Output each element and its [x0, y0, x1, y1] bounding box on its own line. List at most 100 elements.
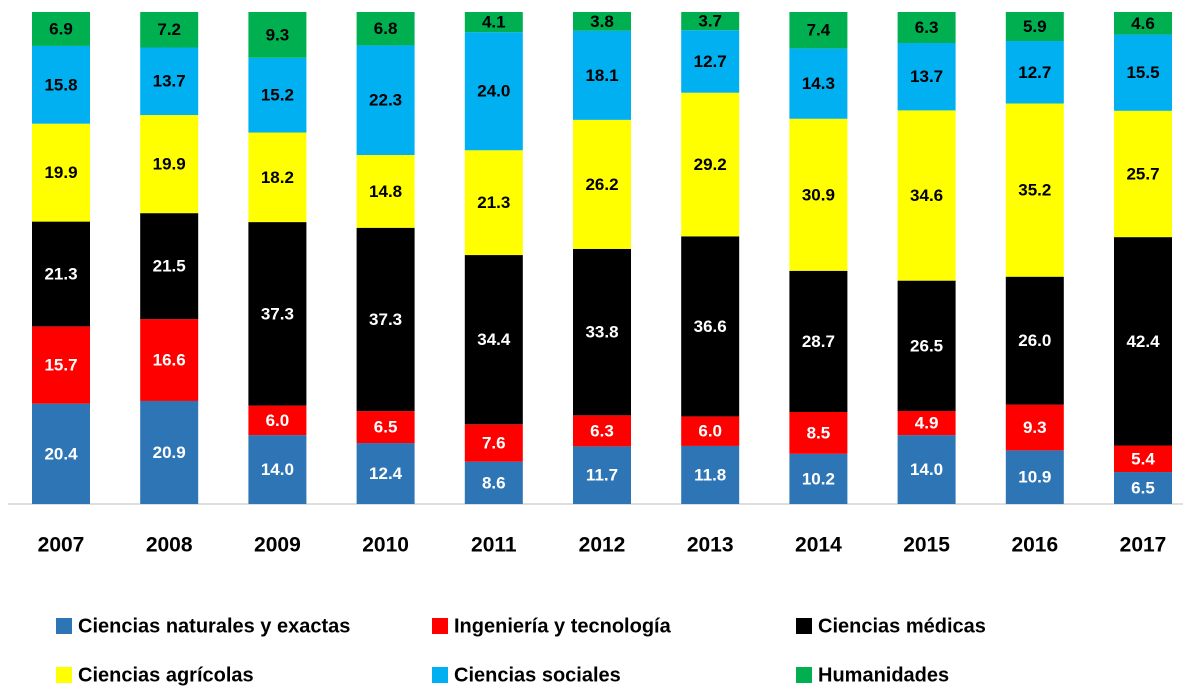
bar-segment	[248, 132, 307, 223]
bar-segment	[681, 416, 740, 446]
bar-segment	[897, 280, 956, 412]
value-label: 8.5	[807, 423, 831, 442]
legend-label: Ingeniería y tecnología	[454, 615, 672, 637]
legend-swatch	[56, 618, 72, 634]
value-label: 26.2	[585, 175, 618, 194]
bar-segment	[248, 12, 307, 58]
value-label: 6.0	[266, 411, 290, 430]
bar-segment	[464, 32, 523, 151]
value-label: 4.1	[482, 13, 506, 32]
x-tick-label: 2009	[254, 534, 301, 557]
x-tick-label: 2012	[579, 534, 626, 557]
bar-segment	[140, 319, 199, 401]
value-label: 9.3	[266, 25, 290, 44]
x-tick-label: 2013	[687, 534, 734, 557]
bar-segment	[681, 92, 740, 237]
bar-segment	[789, 411, 848, 454]
bar-segment	[1114, 445, 1172, 473]
value-label: 37.3	[369, 310, 402, 329]
bar-segment	[681, 30, 740, 93]
bar-segment	[464, 12, 523, 33]
value-label: 25.7	[1126, 164, 1159, 183]
bar-segment	[140, 12, 199, 48]
bar-segment	[32, 326, 90, 404]
value-label: 21.3	[44, 264, 77, 283]
legend-swatch	[432, 618, 448, 634]
bar-segment	[1005, 276, 1064, 405]
value-label: 34.4	[477, 330, 511, 349]
value-label: 16.6	[153, 351, 186, 370]
bar-segment	[789, 12, 848, 49]
value-label: 28.7	[802, 332, 835, 351]
value-label: 5.9	[1023, 17, 1047, 36]
legend-label: Humanidades	[818, 664, 949, 686]
value-label: 36.6	[694, 317, 727, 336]
bar-segment	[789, 48, 848, 119]
legend-label: Ciencias sociales	[454, 664, 621, 686]
x-tick-label: 2008	[146, 534, 193, 557]
legend-label: Ciencias agrícolas	[78, 664, 254, 686]
bar-segment	[573, 446, 631, 504]
bar-segment	[573, 119, 631, 249]
value-label: 20.4	[44, 444, 78, 463]
x-tick-label: 2007	[38, 534, 85, 557]
value-label: 7.6	[482, 433, 506, 452]
legend-swatch	[432, 667, 448, 683]
bar-segment	[464, 150, 523, 256]
bar-segment	[681, 12, 740, 31]
value-label: 10.2	[802, 469, 835, 488]
bar-segment	[248, 57, 307, 133]
bar-segment	[464, 424, 523, 462]
value-label: 7.4	[807, 21, 831, 40]
value-label: 8.6	[482, 473, 506, 492]
value-label: 37.3	[261, 304, 294, 323]
bar-segment	[897, 12, 956, 43]
bar-segment	[32, 45, 90, 124]
bar-segment	[356, 227, 415, 412]
bar-segment	[248, 222, 307, 406]
bar-segment	[897, 411, 956, 436]
value-label: 18.1	[585, 66, 618, 85]
bar-segment	[897, 110, 956, 281]
value-label: 15.5	[1126, 63, 1159, 82]
bar-segment	[681, 236, 740, 417]
value-label: 11.7	[586, 466, 618, 485]
bar-segment	[573, 30, 631, 120]
bar-segment	[356, 45, 415, 156]
bar-segment	[1005, 12, 1064, 42]
bar-segment	[897, 435, 956, 504]
x-tick-label: 2011	[471, 534, 517, 557]
value-label: 12.7	[1018, 63, 1051, 82]
bar-segment	[1005, 103, 1064, 277]
value-label: 15.8	[44, 75, 77, 94]
x-tick-label: 2016	[1011, 534, 1058, 557]
bar-segment	[1005, 404, 1064, 451]
value-label: 15.7	[44, 355, 77, 374]
value-label: 3.7	[698, 12, 722, 31]
value-label: 11.8	[694, 465, 726, 484]
value-label: 24.0	[477, 82, 510, 101]
value-label: 6.3	[590, 421, 614, 440]
value-label: 18.2	[261, 168, 294, 187]
value-label: 6.5	[1131, 479, 1155, 498]
value-label: 4.6	[1131, 14, 1155, 33]
legend-label: Ciencias médicas	[818, 615, 986, 637]
value-label: 12.7	[694, 52, 727, 71]
value-label: 26.5	[910, 336, 943, 355]
bar-segment	[1114, 110, 1172, 238]
value-label: 5.4	[1131, 449, 1155, 468]
bar-segment	[140, 115, 199, 214]
bar-segment	[897, 42, 956, 111]
bar-segment	[356, 12, 415, 46]
bar-segment	[32, 123, 90, 222]
bar-segment	[356, 411, 415, 444]
value-label: 3.8	[590, 12, 614, 31]
bar-segment	[789, 270, 848, 412]
bar-segment	[681, 445, 740, 504]
bar-segment	[32, 403, 90, 504]
value-label: 6.3	[915, 18, 939, 37]
value-label: 19.9	[44, 163, 77, 182]
legend-swatch	[56, 667, 72, 683]
value-label: 14.0	[261, 460, 294, 479]
bar-segment	[573, 12, 631, 31]
